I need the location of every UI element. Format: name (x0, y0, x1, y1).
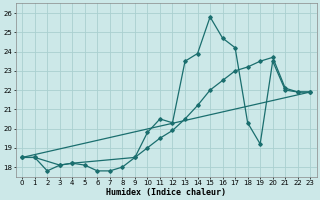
X-axis label: Humidex (Indice chaleur): Humidex (Indice chaleur) (106, 188, 226, 197)
